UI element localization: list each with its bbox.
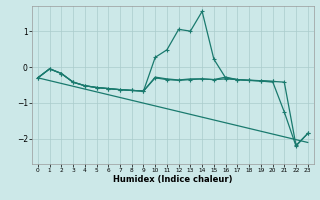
X-axis label: Humidex (Indice chaleur): Humidex (Indice chaleur) bbox=[113, 175, 233, 184]
